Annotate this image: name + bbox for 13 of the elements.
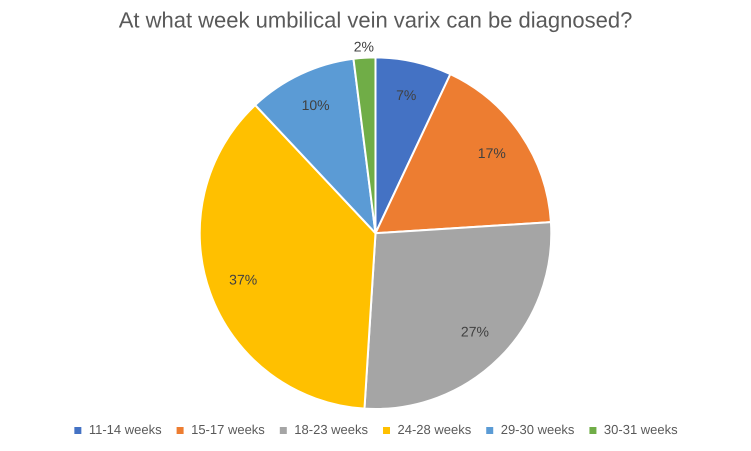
chart-title: At what week umbilical vein varix can be diagnosed? [118,7,632,32]
data-label: 7% [396,86,416,103]
legend-label: 30-31 weeks [604,422,678,438]
data-label: 27% [460,324,489,340]
data-label: 37% [229,272,258,288]
data-label: 17% [478,145,506,162]
legend-label: 24-28 weeks [398,422,472,438]
legend-label: 11-14 weeks [88,422,162,438]
legend-label: 29-30 weeks [500,422,575,438]
data-label: 2% [354,38,374,55]
legend-label: 15-17 weeks [191,422,266,438]
data-label: 10% [302,96,330,113]
legend-label: 18-23 weeks [294,422,369,438]
